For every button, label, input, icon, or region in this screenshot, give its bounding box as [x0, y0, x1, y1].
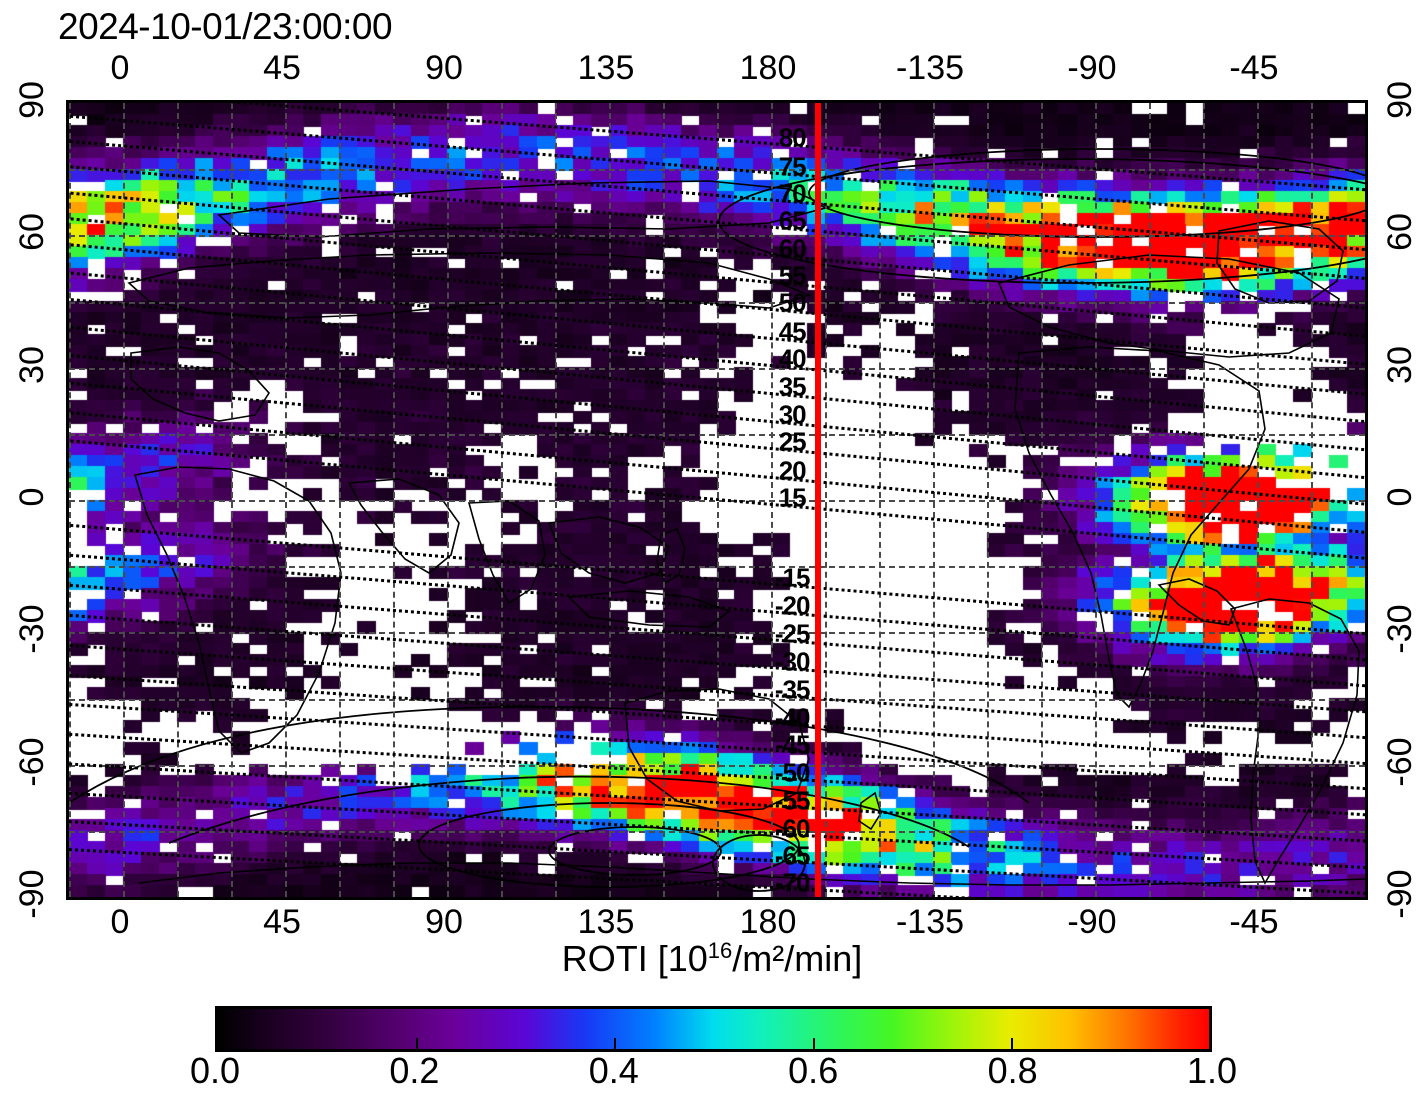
x-axis-label-head: ROTI [10	[561, 938, 708, 979]
maglat-contour-label: 50	[778, 287, 807, 318]
maglat-contour-label: -55	[774, 785, 811, 816]
y-axis-ticks-right: 90 60 30 0 -30 -60 -90	[1372, 81, 1424, 918]
y-tick-label: -90	[13, 869, 51, 919]
terminator-meridian-line	[814, 103, 821, 897]
gridline-parallel	[69, 169, 1365, 172]
colorbar-tick	[1010, 1038, 1013, 1049]
maglat-contour-label: 25	[778, 426, 807, 457]
maglat-contour-label: -25	[774, 618, 811, 649]
gridline-parallel	[69, 301, 1365, 304]
maglat-contour-label: 65	[778, 205, 807, 236]
x-axis-ticks-bottom: 0 45 90 135 180 -135 -90 -45	[66, 902, 1368, 942]
colorbar-tick-labels: 0.0 0.2 0.4 0.6 0.8 1.0	[100, 1050, 1330, 1096]
y-tick-label: -60	[13, 737, 51, 787]
gridline-parallel	[69, 500, 1365, 502]
maglat-contour-label: -35	[774, 674, 811, 705]
gridline-parallel	[69, 433, 1365, 436]
maglat-contour-label: -45	[774, 729, 811, 760]
maglat-contour-label: 55	[778, 260, 807, 291]
y-tick-label: 0	[1381, 487, 1419, 507]
maglat-contour-label: -20	[774, 590, 811, 621]
colorbar-gradient	[215, 1006, 1212, 1052]
maglat-contour-label: 20	[778, 455, 807, 486]
gridline-parallel	[69, 764, 1365, 767]
x-axis-ticks-top: 0 45 90 135 180 -135 -90 -45	[66, 48, 1368, 88]
maglat-contour-label: -30	[774, 646, 811, 677]
y-tick-label: 30	[13, 345, 51, 384]
colorbar-tick	[416, 1038, 419, 1049]
colorbar-tick-label: 1.0	[1186, 1050, 1238, 1091]
gridline-parallel	[69, 830, 1365, 833]
y-tick-label: 60	[13, 213, 51, 252]
y-tick-label: 60	[1381, 213, 1419, 252]
gridline-parallel	[69, 367, 1365, 370]
x-tick-label: -90	[1067, 49, 1117, 87]
x-tick-label: 45	[263, 903, 301, 941]
page-title: 2024-10-01/23:00:00	[58, 6, 393, 47]
x-tick-label: 0	[110, 49, 130, 87]
gridline-parallel	[69, 566, 1365, 569]
maglat-contour-label: 30	[778, 399, 807, 430]
x-tick-label: -135	[895, 49, 965, 87]
x-tick-label: 180	[739, 49, 797, 87]
maglat-contour-label: 15	[778, 482, 807, 513]
x-tick-label: -90	[1067, 903, 1117, 941]
colorbar-tick-label: 0.0	[189, 1050, 241, 1091]
y-axis-ticks-left: 90 60 30 0 -30 -60 -90	[4, 81, 60, 918]
colorbar-container[interactable]	[215, 1006, 1212, 1052]
gridline-parallel	[69, 632, 1365, 635]
colorbar-tick-label: 0.4	[588, 1050, 639, 1091]
maglat-contour-label: 40	[778, 343, 807, 374]
x-axis-label-exponent: 16	[707, 938, 733, 963]
x-axis-label: ROTI [1016/m²/min]	[0, 938, 1424, 980]
maglat-contour-label: 70	[778, 178, 807, 209]
maglat-contour-label: -40	[774, 702, 811, 733]
colorbar-tick-label: 0.8	[987, 1050, 1038, 1091]
colorbar-tick-label: 0.6	[788, 1050, 839, 1091]
maglat-contour-label: -65	[774, 840, 811, 871]
x-tick-label: 90	[425, 49, 463, 87]
gridline-parallel	[69, 235, 1365, 238]
maglat-contour-label: -75	[775, 895, 811, 897]
x-axis-label-tail: /m²/min]	[732, 938, 863, 979]
x-tick-label: 180	[739, 903, 797, 941]
y-tick-label: 90	[1381, 81, 1419, 119]
x-tick-label: 90	[425, 903, 463, 941]
x-tick-label: -135	[895, 903, 965, 941]
maglat-contour-label: -70	[774, 867, 811, 897]
maglat-contour-label: -60	[774, 813, 811, 844]
x-tick-label: 45	[263, 49, 301, 87]
y-tick-label: 30	[1381, 345, 1419, 384]
maglat-contour-label: 75	[778, 151, 807, 182]
y-tick-label: -30	[13, 604, 51, 654]
maglat-contour-label: 45	[778, 316, 807, 347]
x-tick-label: 135	[577, 903, 635, 941]
colorbar-tick-label: 0.2	[389, 1050, 440, 1091]
maglat-contour-label: -50	[774, 757, 811, 788]
x-tick-label: -45	[1229, 903, 1279, 941]
map-clip: 80 75 70 65 60 55 50 45 40 35 30 25 20 15 -15 -20 -25 -30…	[69, 103, 1365, 897]
colorbar-tick	[614, 1038, 617, 1049]
y-tick-label: 0	[13, 487, 51, 507]
maglat-contour-label: 35	[778, 371, 807, 402]
x-tick-label: -45	[1229, 49, 1279, 87]
x-tick-label: 0	[110, 903, 130, 941]
maglat-contour-label: 60	[778, 233, 807, 264]
x-tick-label: 135	[577, 49, 635, 87]
y-tick-label: 90	[13, 81, 51, 119]
map-plot-area[interactable]: 80 75 70 65 60 55 50 45 40 35 30 25 20 15 -15 -20 -25 -30…	[66, 100, 1368, 900]
y-tick-label: -60	[1381, 737, 1419, 787]
y-tick-label: -30	[1381, 604, 1419, 654]
maglat-contour-label: -15	[774, 562, 811, 593]
maglat-contour-label: 80	[778, 122, 807, 153]
gridline-parallel	[69, 698, 1365, 701]
colorbar-tick	[812, 1038, 815, 1049]
y-tick-label: -90	[1381, 869, 1419, 919]
